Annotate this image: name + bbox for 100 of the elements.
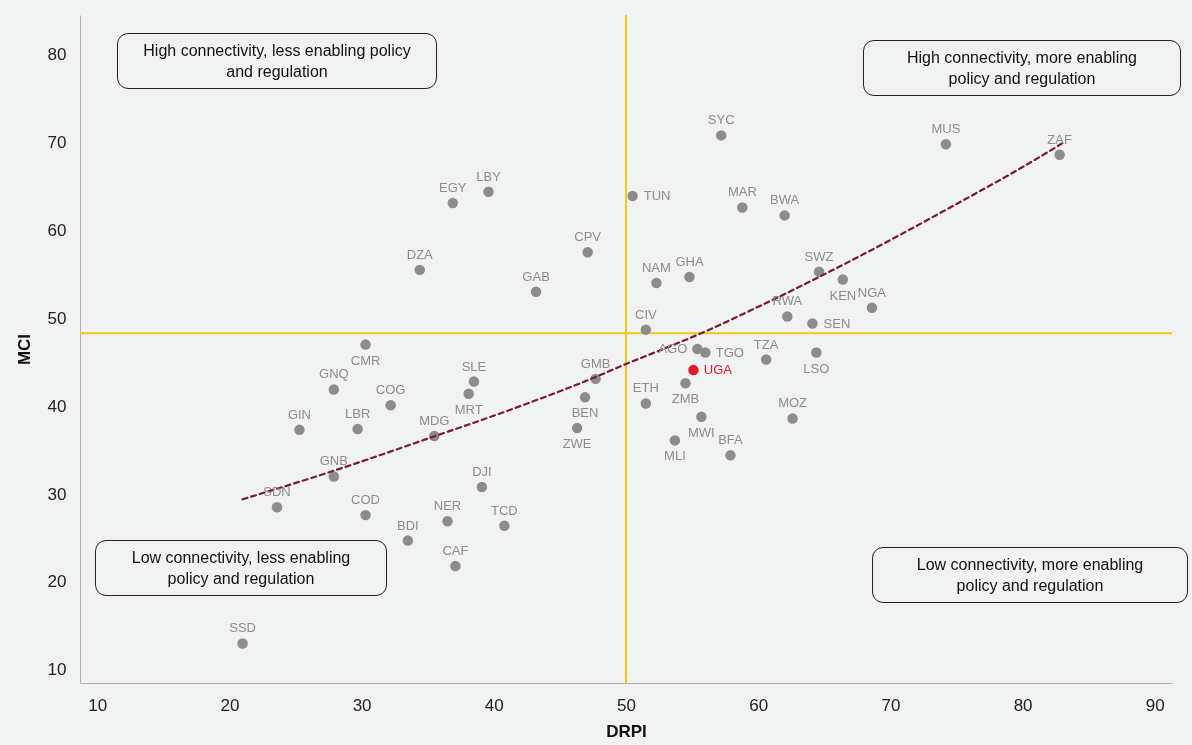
point (402, 535, 414, 546)
annotation: MDG (419, 413, 450, 429)
annotation: LBR (344, 405, 371, 421)
annotation: EGY (439, 180, 467, 196)
callout-box: Low connectivity, more enabling policy and regulation (872, 547, 1188, 603)
annotation: ZAF (1047, 131, 1072, 147)
annotation: DJI (472, 463, 492, 479)
point (463, 388, 474, 400)
annotation: MOZ (778, 395, 808, 411)
x-tick-label: 50 (617, 695, 636, 715)
point (271, 501, 283, 513)
point (782, 311, 793, 322)
point (579, 392, 591, 403)
x-tick-label: 40 (484, 695, 504, 715)
annotation: SWZ (804, 248, 834, 264)
annotation: UGA (703, 362, 733, 378)
annotation: NGA (857, 284, 887, 300)
point (811, 347, 822, 358)
annotation: GNB (319, 453, 348, 469)
x-tick-label: 10 (88, 695, 108, 715)
point (237, 638, 248, 649)
annotation: GHA (675, 253, 704, 269)
point (627, 190, 638, 202)
point (737, 202, 748, 213)
point (385, 400, 396, 411)
point (760, 354, 772, 365)
point (294, 424, 305, 436)
x-tick-label: 20 (220, 695, 240, 715)
callout-box: High connectivity, more enabling policy and regulation (863, 40, 1181, 96)
x-tick-label: 60 (749, 695, 769, 715)
point (499, 520, 510, 531)
point (866, 302, 878, 313)
y-tick-label: 80 (47, 45, 67, 65)
annotation: TCD (491, 502, 518, 518)
point (725, 450, 736, 461)
point (696, 411, 707, 422)
point (442, 516, 453, 527)
point (414, 264, 426, 276)
annotation: GAB (522, 268, 550, 284)
x-tick-label: 30 (352, 695, 372, 715)
x-axis-title: DRPI (606, 721, 647, 741)
point (360, 509, 371, 521)
point (700, 347, 711, 358)
y-tick-label: 50 (47, 308, 67, 328)
annotation: SYC (707, 112, 735, 128)
point (640, 324, 652, 335)
annotation: GMB (580, 355, 611, 371)
annotation: ETH (632, 380, 659, 396)
annotation: CMR (350, 352, 381, 368)
y-axis-title: MCI (14, 333, 34, 366)
y-tick-label: 20 (47, 572, 67, 592)
annotation: ZWE (562, 436, 592, 452)
annotation: SSD (229, 620, 256, 636)
annotation: COG (375, 382, 406, 398)
y-tick-label: 60 (47, 220, 67, 240)
point (669, 435, 681, 446)
annotation: CAF (442, 543, 469, 559)
point (837, 274, 849, 285)
annotation: KEN (829, 287, 857, 303)
annotation: NER (433, 498, 462, 514)
point (352, 423, 363, 435)
point (483, 186, 494, 197)
annotation: SDN (263, 484, 291, 500)
point (787, 413, 798, 424)
annotation: COD (351, 492, 380, 508)
point (530, 286, 542, 298)
y-tick-label: 70 (47, 132, 67, 152)
point (940, 138, 952, 150)
callout-box: High connectivity, less enabling policy and regulation (117, 33, 437, 89)
point (1054, 149, 1065, 160)
point (468, 376, 480, 387)
annotation: NAM (641, 260, 671, 276)
x-tick-label: 90 (1145, 695, 1165, 715)
point (779, 210, 790, 221)
y-tick-label: 40 (47, 396, 67, 416)
annotation: MRT (454, 401, 483, 417)
annotation: BWA (770, 192, 800, 208)
annotation: CPV (574, 229, 602, 245)
point (582, 247, 593, 258)
annotation: LSO (803, 360, 830, 376)
point (651, 277, 662, 289)
point (688, 364, 699, 376)
annotation: GNQ (319, 366, 349, 382)
point (476, 481, 488, 493)
annotation: BEN (571, 405, 599, 421)
point (360, 339, 371, 350)
annotation: LBY (476, 168, 502, 184)
point (328, 384, 340, 395)
x-tick-label: 70 (881, 695, 901, 715)
annotation: TUN (643, 188, 671, 204)
annotation: MAR (727, 184, 757, 200)
annotation: BFA (718, 432, 744, 448)
y-tick-label: 30 (47, 484, 67, 504)
point (328, 471, 340, 482)
x-tick-label: 80 (1013, 695, 1033, 715)
annotation: MLI (664, 448, 686, 464)
point (807, 318, 818, 329)
annotation: RWA (772, 293, 803, 309)
annotation: DZA (406, 246, 434, 262)
annotation: BDI (397, 517, 419, 533)
